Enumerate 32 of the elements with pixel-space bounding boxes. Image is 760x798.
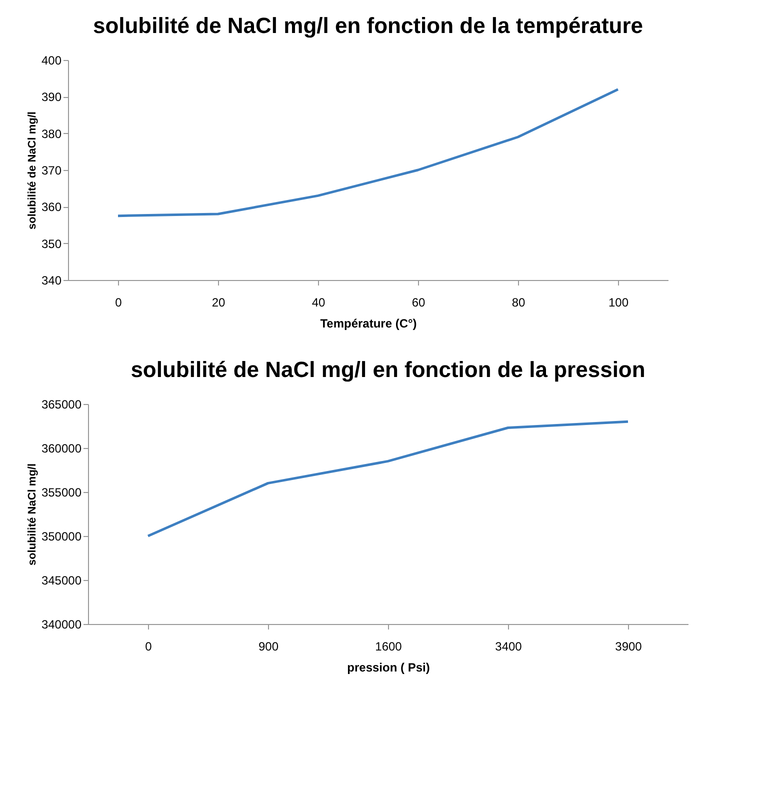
- x-axis-title: pression ( Psi): [347, 660, 430, 674]
- y-tick-label: 355000: [41, 486, 82, 500]
- y-tick-label: 360: [41, 200, 62, 214]
- line-series: [116, 88, 620, 218]
- x-tick-label: 900: [258, 640, 279, 654]
- x-tick-label: 1600: [375, 640, 402, 654]
- x-tick-label: 40: [312, 296, 326, 310]
- y-tick-label: 345000: [41, 574, 82, 588]
- x-tick-label: 100: [608, 296, 629, 310]
- y-tick-label: 380: [41, 126, 62, 141]
- y-tick-label: 360000: [41, 442, 82, 456]
- x-tick-label: 60: [412, 296, 426, 310]
- line-series: [146, 420, 630, 538]
- chart-title: solubilité de NaCl mg/l en fonction de la pression: [130, 357, 646, 382]
- x-tick-label: 3900: [615, 640, 642, 654]
- x-tick-label: 0: [145, 640, 152, 654]
- x-tick-label: 20: [212, 296, 226, 310]
- chart-title: solubilité de NaCl mg/l en fonction de la température: [92, 13, 644, 38]
- y-tick-label: 370: [41, 164, 62, 178]
- x-tick-label: 0: [115, 296, 122, 310]
- y-tick-label: 365000: [41, 398, 82, 412]
- y-tick-label: 340: [41, 274, 62, 288]
- y-axis-title: solubilité NaCl mg/l: [26, 463, 38, 566]
- y-tick-label: 340000: [41, 618, 82, 632]
- y-tick-label: 350: [41, 236, 62, 251]
- x-tick-label: 80: [512, 296, 526, 310]
- x-axis-title: Température (C°): [320, 316, 417, 330]
- y-axis-title: solubilité de NaCl mg/l: [26, 112, 38, 230]
- x-tick-label: 3400: [495, 640, 522, 654]
- y-tick-label: 350000: [41, 530, 82, 544]
- y-tick-label: 400: [41, 54, 62, 68]
- y-tick-label: 390: [41, 90, 62, 104]
